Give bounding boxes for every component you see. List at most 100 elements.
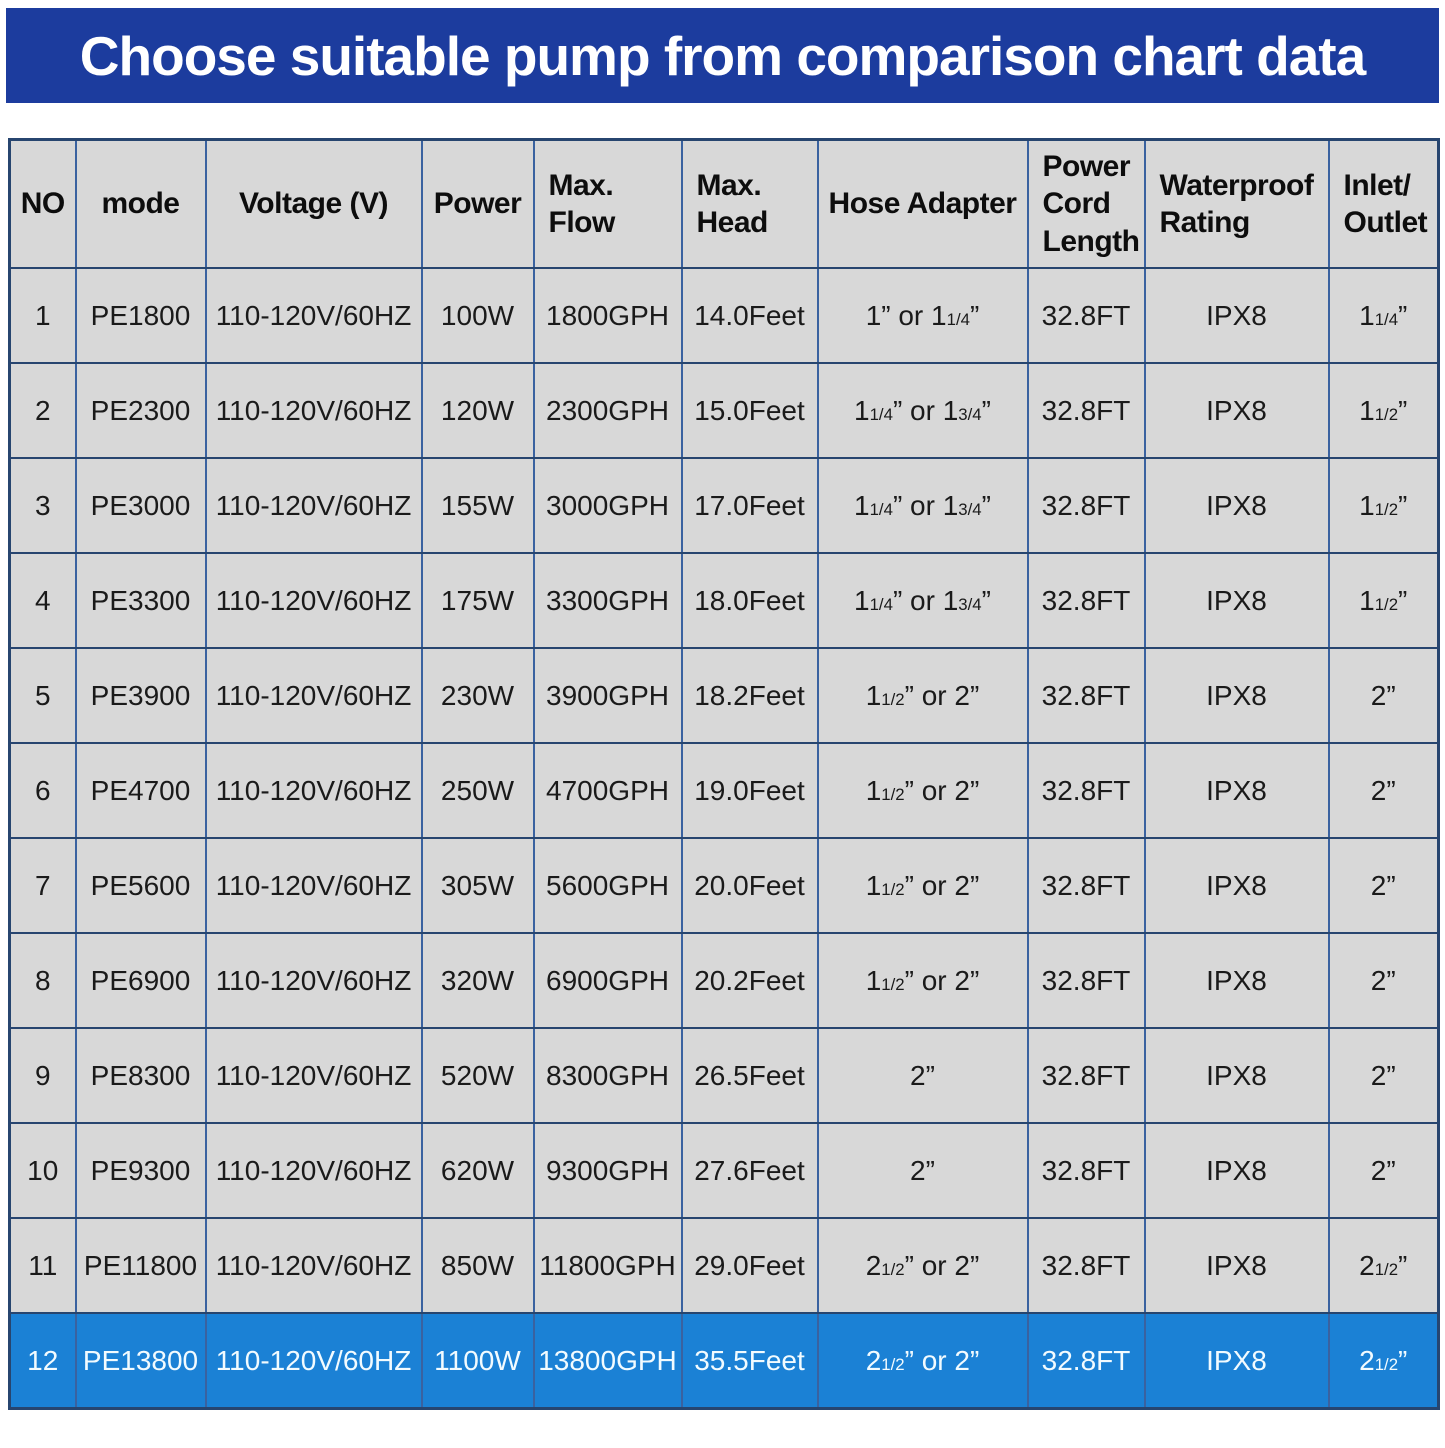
cell-flow: 5600GPH <box>532 837 683 934</box>
cell-power: 850W <box>420 1217 535 1314</box>
col-header-power: Power <box>420 138 535 269</box>
cell-inlet: 2” <box>1327 1122 1440 1219</box>
cell-waterproof: IPX8 <box>1143 267 1330 364</box>
fraction-text: 1/4 <box>1374 309 1399 329</box>
fraction-text: 1/2 <box>1374 404 1399 424</box>
cell-flow: 6900GPH <box>532 932 683 1029</box>
cell-inlet: 11/2” <box>1327 457 1440 554</box>
cell-voltage: 110-120V/60HZ <box>204 1312 423 1410</box>
cell-mode: PE8300 <box>74 1027 207 1124</box>
cell-no: 8 <box>8 932 77 1029</box>
cell-power: 120W <box>420 362 535 459</box>
cell-waterproof: IPX8 <box>1143 362 1330 459</box>
table-row: 11 PE11800 110-120V/60HZ 850W 11800GPH 29.0Fe… <box>8 1217 1440 1314</box>
cell-inlet: 21/2” <box>1327 1312 1440 1410</box>
cell-cord: 32.8FT <box>1026 552 1146 649</box>
cell-cord: 32.8FT <box>1026 837 1146 934</box>
cell-inlet: 2” <box>1327 742 1440 839</box>
cell-power: 250W <box>420 742 535 839</box>
fraction-text: 1/2 <box>881 784 905 804</box>
cell-waterproof: IPX8 <box>1143 1122 1330 1219</box>
cell-waterproof: IPX8 <box>1143 552 1330 649</box>
cell-head: 29.0Feet <box>680 1217 819 1314</box>
cell-voltage: 110-120V/60HZ <box>204 362 423 459</box>
title-banner: Choose suitable pump from comparison cha… <box>6 8 1439 103</box>
cell-hose: 21/2” or 2” <box>816 1312 1029 1410</box>
cell-hose: 11/4” or 13/4” <box>816 362 1029 459</box>
cell-mode: PE4700 <box>74 742 207 839</box>
cell-hose: 11/2” or 2” <box>816 647 1029 744</box>
col-header-inlet-outlet: Inlet/ Outlet <box>1327 138 1440 269</box>
cell-flow: 3900GPH <box>532 647 683 744</box>
cell-mode: PE6900 <box>74 932 207 1029</box>
cell-head: 17.0Feet <box>680 457 819 554</box>
cell-hose: 11/2” or 2” <box>816 742 1029 839</box>
cell-flow: 3300GPH <box>532 552 683 649</box>
fraction-text: 1/2 <box>881 689 905 709</box>
cell-mode: PE1800 <box>74 267 207 364</box>
cell-flow: 9300GPH <box>532 1122 683 1219</box>
fraction-text: 1/2 <box>1374 499 1399 519</box>
table-row: 12 PE13800 110-120V/60HZ 1100W 13800GPH 35.5F… <box>8 1312 1440 1410</box>
table-row: 10 PE9300 110-120V/60HZ 620W 9300GPH 27.6Feet… <box>8 1122 1440 1219</box>
cell-waterproof: IPX8 <box>1143 1027 1330 1124</box>
cell-inlet: 11/2” <box>1327 552 1440 649</box>
table-row: 7 PE5600 110-120V/60HZ 305W 5600GPH 20.0Feet 1… <box>8 837 1440 934</box>
table-row: 5 PE3900 110-120V/60HZ 230W 3900GPH 18.2Feet 1… <box>8 647 1440 744</box>
col-header-power-cord-length: Power Cord Length <box>1026 138 1146 269</box>
cell-no: 7 <box>8 837 77 934</box>
cell-cord: 32.8FT <box>1026 457 1146 554</box>
cell-head: 15.0Feet <box>680 362 819 459</box>
cell-mode: PE3900 <box>74 647 207 744</box>
col-header-max-head: Max. Head <box>680 138 819 269</box>
table-row: 9 PE8300 110-120V/60HZ 520W 8300GPH 26.5Feet 2… <box>8 1027 1440 1124</box>
cell-power: 320W <box>420 932 535 1029</box>
cell-waterproof: IPX8 <box>1143 1217 1330 1314</box>
cell-power: 520W <box>420 1027 535 1124</box>
cell-waterproof: IPX8 <box>1143 932 1330 1029</box>
cell-voltage: 110-120V/60HZ <box>204 742 423 839</box>
page-title: Choose suitable pump from comparison cha… <box>79 24 1366 87</box>
fraction-text: 1/2 <box>881 974 905 994</box>
cell-voltage: 110-120V/60HZ <box>204 932 423 1029</box>
cell-cord: 32.8FT <box>1026 1217 1146 1314</box>
fraction-text: 1/4 <box>869 404 893 424</box>
table-row: 4 PE3300 110-120V/60HZ 175W 3300GPH 18.0Feet 1… <box>8 552 1440 649</box>
cell-voltage: 110-120V/60HZ <box>204 1122 423 1219</box>
fraction-text: 3/4 <box>958 594 982 614</box>
col-header-voltage: Voltage (V) <box>204 138 423 269</box>
cell-hose: 11/4” or 13/4” <box>816 457 1029 554</box>
col-header-no: NO <box>8 138 77 269</box>
cell-flow: 11800GPH <box>532 1217 683 1314</box>
cell-power: 1100W <box>420 1312 535 1410</box>
cell-flow: 2300GPH <box>532 362 683 459</box>
cell-cord: 32.8FT <box>1026 1312 1146 1410</box>
cell-power: 620W <box>420 1122 535 1219</box>
cell-voltage: 110-120V/60HZ <box>204 552 423 649</box>
cell-hose: 2” <box>816 1027 1029 1124</box>
cell-mode: PE11800 <box>74 1217 207 1314</box>
cell-head: 26.5Feet <box>680 1027 819 1124</box>
table-row: 2 PE2300 110-120V/60HZ 120W 2300GPH 15.0Feet 1… <box>8 362 1440 459</box>
cell-voltage: 110-120V/60HZ <box>204 1027 423 1124</box>
cell-cord: 32.8FT <box>1026 1122 1146 1219</box>
cell-waterproof: IPX8 <box>1143 837 1330 934</box>
cell-no: 9 <box>8 1027 77 1124</box>
table-row: 6 PE4700 110-120V/60HZ 250W 4700GPH 19.0Feet 1… <box>8 742 1440 839</box>
fraction-text: 1/2 <box>881 879 905 899</box>
cell-mode: PE3000 <box>74 457 207 554</box>
cell-flow: 3000GPH <box>532 457 683 554</box>
col-header-hose-adapter: Hose Adapter <box>816 138 1029 269</box>
cell-mode: PE5600 <box>74 837 207 934</box>
cell-cord: 32.8FT <box>1026 267 1146 364</box>
col-header-max-flow: Max. Flow <box>532 138 683 269</box>
cell-head: 19.0Feet <box>680 742 819 839</box>
fraction-text: 3/4 <box>958 404 982 424</box>
cell-inlet: 2” <box>1327 1027 1440 1124</box>
cell-no: 5 <box>8 647 77 744</box>
cell-hose: 1” or 11/4” <box>816 267 1029 364</box>
cell-voltage: 110-120V/60HZ <box>204 267 423 364</box>
cell-no: 12 <box>8 1312 77 1410</box>
cell-cord: 32.8FT <box>1026 1027 1146 1124</box>
cell-waterproof: IPX8 <box>1143 457 1330 554</box>
